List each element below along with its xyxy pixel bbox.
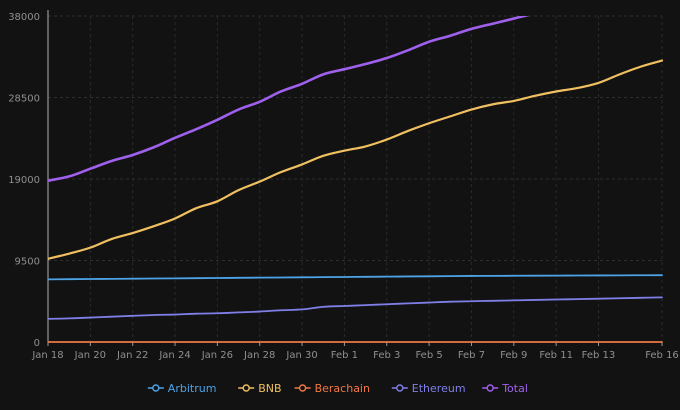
legend-marker-dot — [152, 384, 160, 392]
legend-marker-dot — [298, 384, 307, 392]
x-tick-label: Jan 28 — [243, 350, 275, 361]
y-tick-label: 28500 — [8, 94, 40, 105]
axes: 0 9500 19000 28500 38000 Jan 18 Jan 20 Jan 22 Ja… — [8, 10, 679, 361]
x-tick-label: Feb 11 — [539, 350, 573, 361]
legend-item-ethereum[interactable]: Ethereum — [391, 382, 466, 395]
legend: Arbitrum BNB Berachain Ethereum Total — [147, 382, 528, 395]
x-tick-label: Feb 9 — [500, 350, 527, 361]
y-tick-label: 9500 — [15, 257, 40, 268]
x-tick-label: Feb 13 — [582, 350, 616, 361]
legend-marker-dot — [486, 384, 494, 392]
legend-item-total[interactable]: Total — [482, 382, 528, 395]
x-tick-label: Feb 5 — [415, 350, 442, 361]
x-tick-label: Feb 7 — [458, 350, 485, 361]
legend-marker-dot — [396, 384, 404, 392]
legend-label: BNB — [258, 382, 281, 395]
x-tick-label: Feb 16 — [645, 350, 679, 361]
series-line-bnb — [48, 59, 664, 260]
series-line-arbitrum — [48, 274, 663, 281]
series-line-ethereum — [48, 296, 663, 320]
x-tick-label: Jan 20 — [74, 350, 106, 361]
x-tick-label: Jan 24 — [158, 350, 190, 361]
legend-label: Arbitrum — [168, 382, 217, 395]
x-tick-label: Jan 18 — [31, 350, 63, 361]
x-tick-label: Feb 3 — [373, 350, 400, 361]
legend-label: Berachain — [315, 382, 370, 395]
legend-label: Ethereum — [412, 382, 466, 395]
y-tick-label: 19000 — [8, 175, 40, 186]
x-tick-label: Jan 30 — [285, 350, 317, 361]
x-tick-label: Jan 26 — [201, 350, 233, 361]
x-tick-label: Feb 1 — [331, 350, 358, 361]
series-line-total — [48, 16, 530, 183]
legend-marker-dot — [242, 384, 250, 392]
series-lines — [48, 16, 664, 343]
y-tick-label: 0 — [34, 338, 40, 349]
grid-lines — [47, 15, 663, 342]
legend-label: Total — [501, 382, 528, 395]
legend-item-arbitrum[interactable]: Arbitrum — [147, 382, 217, 395]
legend-item-bnb[interactable]: BNB — [238, 382, 282, 395]
x-tick-label: Jan 22 — [116, 350, 148, 361]
legend-item-berachain[interactable]: Berachain — [294, 382, 370, 395]
y-tick-label: 38000 — [8, 12, 40, 23]
